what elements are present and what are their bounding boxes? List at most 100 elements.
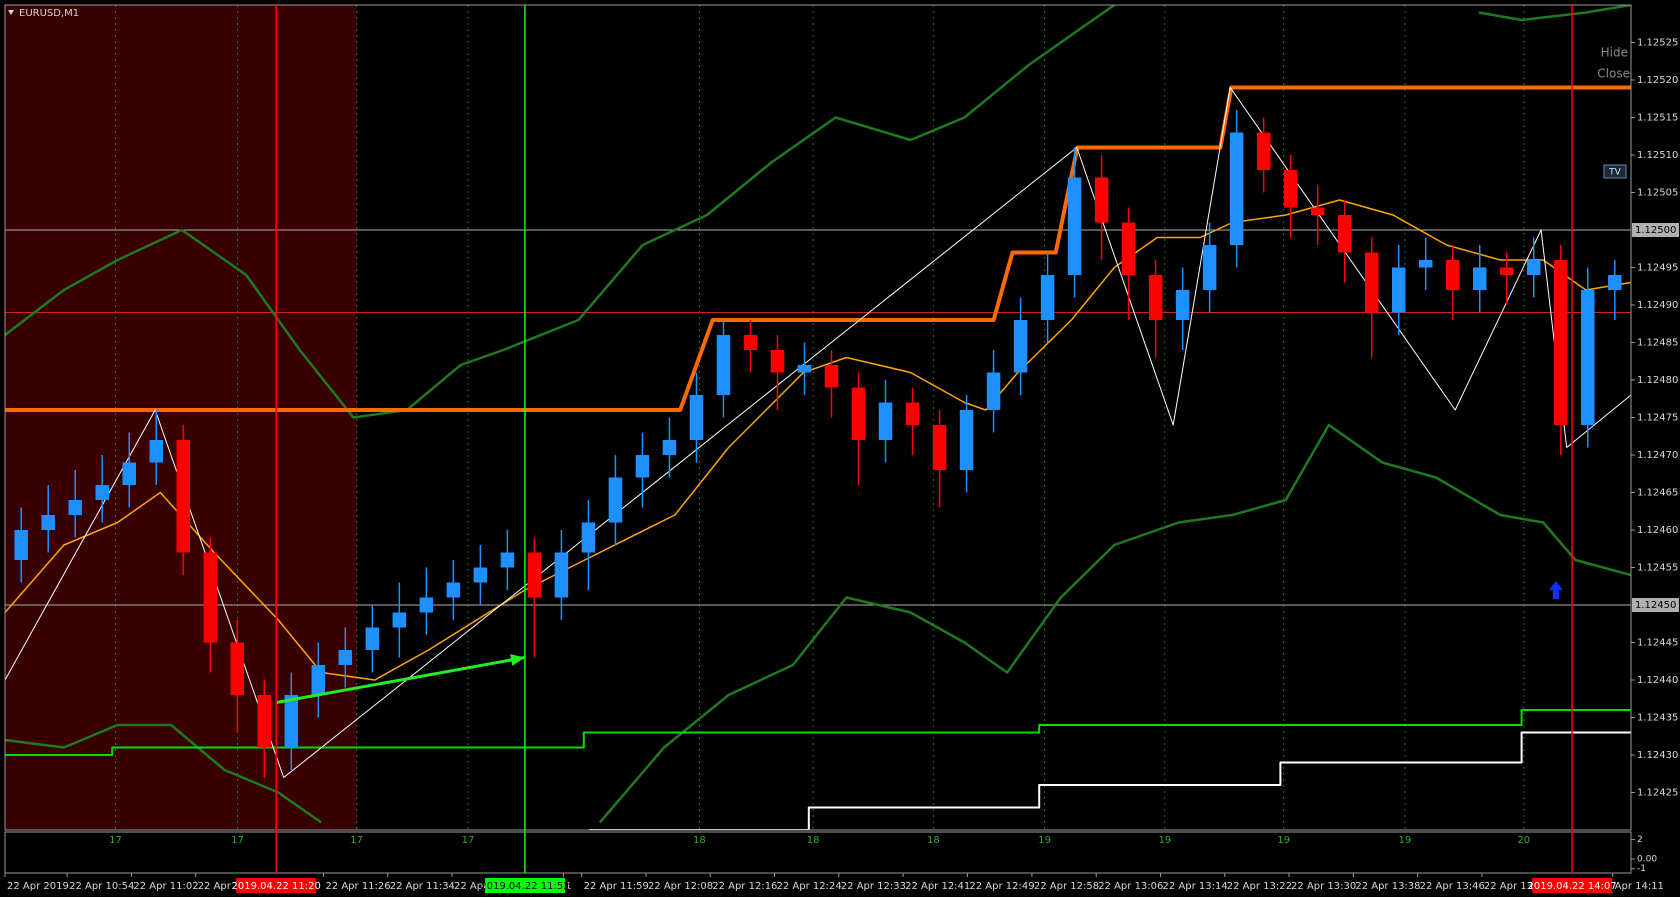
x-tick-label: 22 Apr 12:49 [969,881,1034,892]
close-button[interactable]: Close [1597,67,1630,81]
main-pane [5,5,1631,830]
day-label: 18 [693,835,706,846]
axes: 1.12525 1.12520 1.12515 1.12510 1.12505 1.124… [4,38,1679,893]
candle-body [1337,215,1352,253]
x-tick-label: 22 Apr 12:33 [841,881,906,892]
candle-body [446,582,461,598]
candle-body [1013,320,1028,373]
x-tick-label: 22 Apr 13:06 [1098,881,1163,892]
indicator-line [5,87,1631,778]
day-label: 17 [109,835,122,846]
indicator-line [5,5,1116,419]
y-tick-label: 1.12480 [1637,375,1678,386]
y-tick-label: 1.12465 [1637,488,1678,499]
time-label: 2019.04.22 11:20 [232,881,321,892]
x-tick-label: 22 Apr 12:08 [648,881,713,892]
price-label-box [1632,223,1679,237]
candle-body [851,387,866,440]
indicator-line [589,731,1631,830]
day-label: 17 [231,835,244,846]
candle-body [149,440,164,463]
candle-body [1527,260,1541,275]
candle-body [1472,267,1487,290]
x-tick-label: 22 Apr 13:14 [1162,881,1227,892]
price-label-box [1632,598,1679,612]
candle-body [500,552,515,568]
candle-body [986,372,1001,410]
time-label-box [1532,878,1613,893]
candle-body [581,522,596,553]
x-tick-label: 22 Apr 12:41 [905,881,970,892]
candle-body [203,552,218,643]
y-tick-label: 1.12520 [1637,75,1678,86]
candle-body [41,515,55,530]
x-tick-label: 22 Apr 10:54 [69,881,134,892]
candle-body [122,462,136,485]
x-tick-label: 22 Apr 11:34 [390,881,455,892]
candle-body [959,410,974,470]
sub-y-tick-label: -1 [1637,864,1646,874]
candle-body [527,552,542,598]
day-label: 17 [462,835,475,846]
candle-body [797,365,812,373]
x-tick-label: 22 Apr 11:59 [584,881,649,892]
signal-arrow [1548,581,1563,599]
y-tick-label: 1.12485 [1637,338,1678,349]
time-label-box [484,878,565,893]
x-tick-label: 22 Apr 2019 [7,881,69,892]
candle-body [257,695,272,748]
y-tick-label: 1.12435 [1637,713,1678,724]
candle-body [1554,260,1568,425]
y-tick-label: 1.12425 [1637,788,1678,799]
candle-body [770,350,785,373]
candle-body [1608,275,1622,290]
x-tick-label: 22 Apr 11:26 [325,881,390,892]
tv-badge-box[interactable] [1603,164,1627,179]
indicator-line [5,723,323,824]
x-tick-label: 22 Apr 12:24 [777,881,842,892]
candle-body [743,335,758,350]
day-label: 20 [1517,835,1530,846]
candle-body [365,627,380,650]
menu-triangle[interactable] [8,10,14,15]
hide-button[interactable]: Hide [1601,46,1628,60]
day-label: 19 [1277,835,1290,846]
sub-y-tick-label: 0.00 [1637,855,1657,865]
candle-body [1094,177,1109,223]
candle-body [1256,132,1271,170]
day-label: 18 [807,835,820,846]
candle-body [14,530,28,560]
candle-body [635,455,650,478]
x-tick-label: 22 Apr 13:38 [1355,881,1420,892]
x-tick-label: 22 Apr 13:22 [1227,881,1292,892]
arrow-line [275,656,526,704]
candle-body [392,612,407,628]
x-tick-label: 22 Apr 11:02 [133,881,198,892]
candle-body [878,402,893,440]
candle-body [68,500,82,515]
indicator-line [598,423,1631,824]
y-tick-label: 1.12460 [1637,525,1678,536]
candle-body [473,567,488,583]
candle-body [932,425,947,470]
candle-body [1067,177,1082,275]
candle-body [419,597,434,613]
candle-body [1202,245,1217,290]
candle-body [554,552,569,598]
x-tick-label: 1 [565,881,571,892]
time-label-box [236,878,317,893]
candle-body [284,695,299,748]
y-tick-label: 1.12445 [1637,638,1678,649]
y-tick-label: 1.12510 [1637,150,1678,161]
candle-body [338,650,353,665]
y-tick-label: 1.12505 [1637,188,1678,199]
day-label: 19 [1399,835,1412,846]
candle-body [824,365,839,388]
x-tick-label: 22 Apr 12:58 [1034,881,1099,892]
tv-badge[interactable]: TV [1608,168,1621,178]
candle-body [1310,207,1325,215]
indicator-line [1478,5,1631,22]
candle-body [1175,290,1190,320]
